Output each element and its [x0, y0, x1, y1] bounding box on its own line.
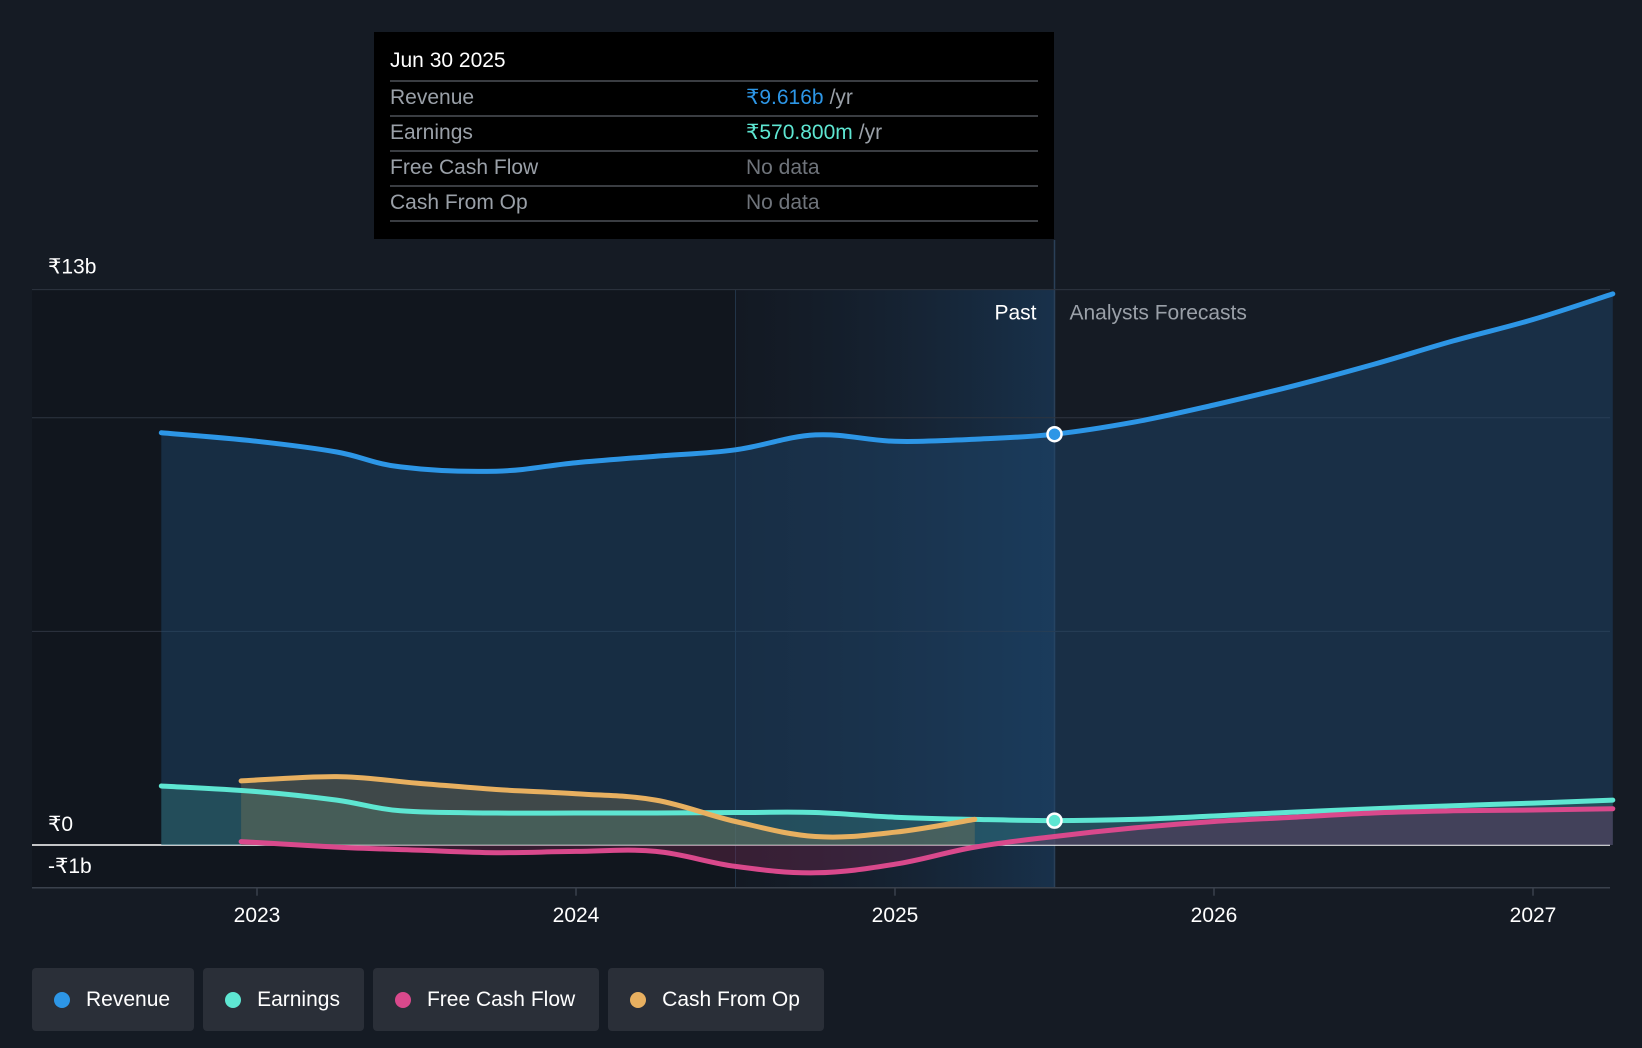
series-line-cash-from-op — [238, 774, 978, 840]
legend-dot-icon — [225, 991, 242, 1008]
tooltip-row-name: Earnings — [390, 121, 473, 144]
chart-legend: Revenue Earnings Free Cash Flow Cash Fro… — [32, 968, 824, 1031]
x-tick-label: 2027 — [1510, 904, 1557, 927]
tooltip-row-free-cash-flow: Free Cash Flow No data — [390, 152, 1038, 187]
legend-item-earnings[interactable]: Earnings — [203, 968, 364, 1031]
tooltip-row-revenue: Revenue ₹9.616b/yr — [390, 82, 1038, 117]
y-axis-label: ₹0 — [48, 813, 73, 836]
legend-label: Free Cash Flow — [426, 987, 576, 1011]
y-axis-label: -₹1b — [48, 855, 92, 878]
series-lines — [158, 291, 1616, 876]
chart-tooltip: Jun 30 2025 Revenue ₹9.616b/yr Earnings … — [374, 32, 1054, 239]
highlight-point-earnings — [1046, 812, 1063, 829]
past-label: Past — [994, 302, 1036, 325]
series-line-revenue — [158, 291, 1616, 474]
tooltip-row-unit: /yr — [829, 86, 853, 109]
x-tick-label: 2023 — [234, 904, 281, 927]
highlight-band — [735, 289, 1055, 888]
legend-dot-icon — [630, 991, 647, 1008]
legend-item-cash-from-op[interactable]: Cash From Op — [608, 968, 824, 1031]
series-area-revenue — [161, 293, 1613, 845]
legend-dot-icon — [54, 991, 70, 1008]
tooltip-row-value: No data — [746, 156, 820, 179]
tooltip-row-cash-from-op: Cash From Op No data — [390, 187, 1038, 222]
series-area-free-cash-flow — [241, 808, 1613, 873]
axis-labels: 2023 2024 2025 2026 2027 ₹13b ₹0 -₹1b Past Analys… — [48, 256, 1556, 927]
legend-label: Cash From Op — [662, 987, 800, 1011]
x-tick-label: 2026 — [1191, 904, 1238, 927]
tooltip-row-unit: /yr — [858, 121, 883, 144]
x-tick-label: 2025 — [872, 904, 919, 927]
series-area-earnings — [161, 786, 1613, 845]
forecast-label: Analysts Forecasts — [1070, 302, 1247, 325]
y-axis-label: ₹13b — [48, 256, 96, 279]
tooltip-row-name: Cash From Op — [390, 191, 528, 214]
legend-dot-icon — [394, 991, 411, 1008]
legend-item-revenue[interactable]: Revenue — [32, 968, 195, 1031]
x-tick-label: 2024 — [553, 904, 600, 927]
tooltip-row-name: Revenue — [390, 86, 475, 109]
highlight-points — [1046, 425, 1063, 829]
legend-label: Earnings — [257, 987, 340, 1011]
tooltip-row-name: Free Cash Flow — [390, 156, 539, 179]
series-line-earnings — [158, 783, 1616, 824]
tooltip-row-value: ₹9.616b — [746, 86, 824, 109]
legend-label: Revenue — [86, 987, 171, 1011]
tooltip-row-value: ₹570.800m — [746, 121, 853, 144]
series-line-free-cash-flow — [238, 806, 1616, 876]
legend-item-free-cash-flow[interactable]: Free Cash Flow — [372, 968, 600, 1031]
tooltip-row-value: No data — [746, 191, 820, 214]
x-axis — [32, 886, 1610, 896]
highlight-point-revenue — [1046, 425, 1063, 443]
tooltip-row-earnings: Earnings ₹570.800m/yr — [390, 117, 1038, 152]
tooltip-date: Jun 30 2025 — [390, 46, 1038, 82]
